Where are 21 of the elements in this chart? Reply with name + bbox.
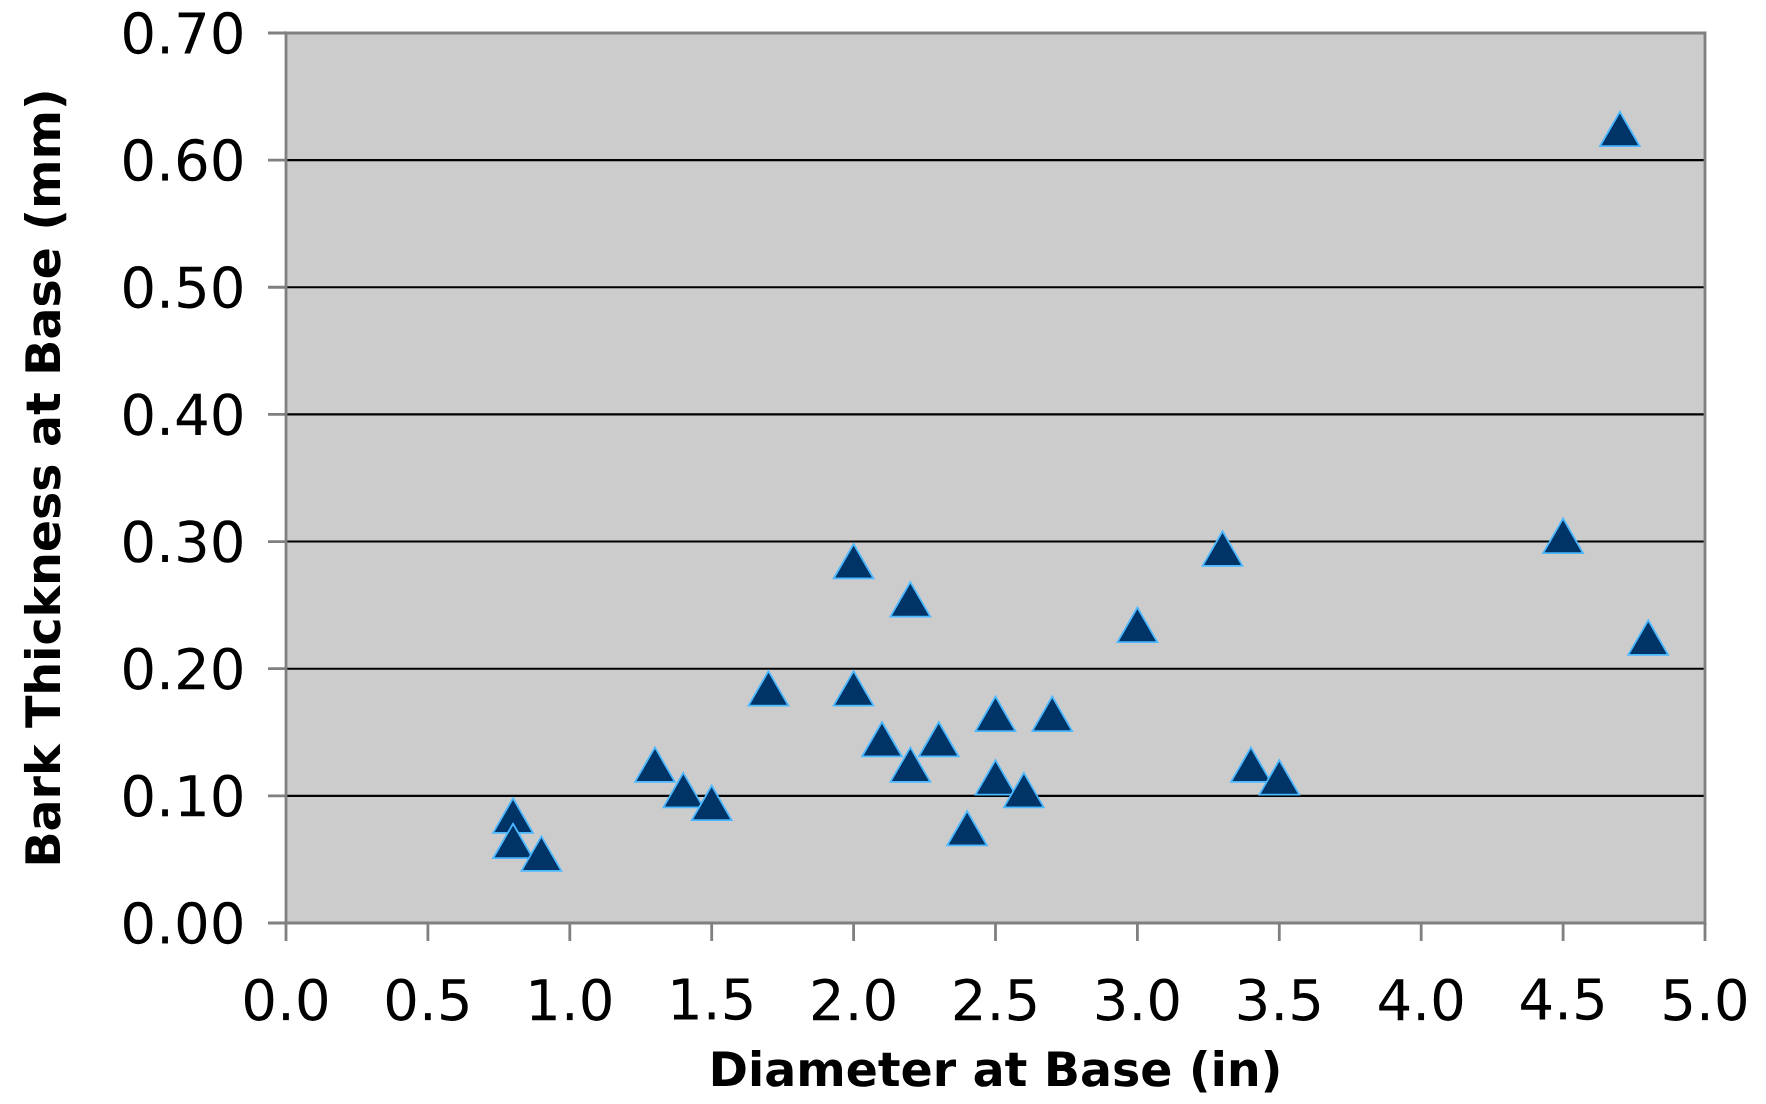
y-tick-label: 0.40 <box>124 393 242 436</box>
x-tick-label: 1.5 <box>673 978 752 1021</box>
x-tick-label: 4.0 <box>1379 978 1463 1021</box>
x-tick-label: 2.0 <box>813 978 895 1021</box>
x-tick-label: 1.0 <box>531 978 611 1021</box>
y-tick-label: 0.30 <box>124 520 242 563</box>
y-tick-label: 0.20 <box>124 647 242 690</box>
x-tick-label: 0.0 <box>244 978 327 1021</box>
x-tick-label: 0.5 <box>386 978 468 1021</box>
x-tick-label: 2.5 <box>954 978 1036 1021</box>
y-tick-label: 0.10 <box>124 774 242 818</box>
x-axis-title: Diameter at Base (in) <box>712 1050 1279 1093</box>
x-tick-label: 5.0 <box>1664 978 1746 1021</box>
x-tick-label: 3.0 <box>1096 978 1179 1021</box>
y-tick-label: 0.00 <box>124 901 242 945</box>
y-axis-title: Bark Thickness at Base (mm) <box>23 92 67 864</box>
y-tick-label: 0.60 <box>124 138 242 182</box>
y-tick-label: 0.70 <box>124 11 242 55</box>
y-tick-label: 0.50 <box>124 265 242 309</box>
x-tick-label: 4.5 <box>1521 978 1603 1021</box>
x-tick-label: 3.5 <box>1238 978 1320 1021</box>
